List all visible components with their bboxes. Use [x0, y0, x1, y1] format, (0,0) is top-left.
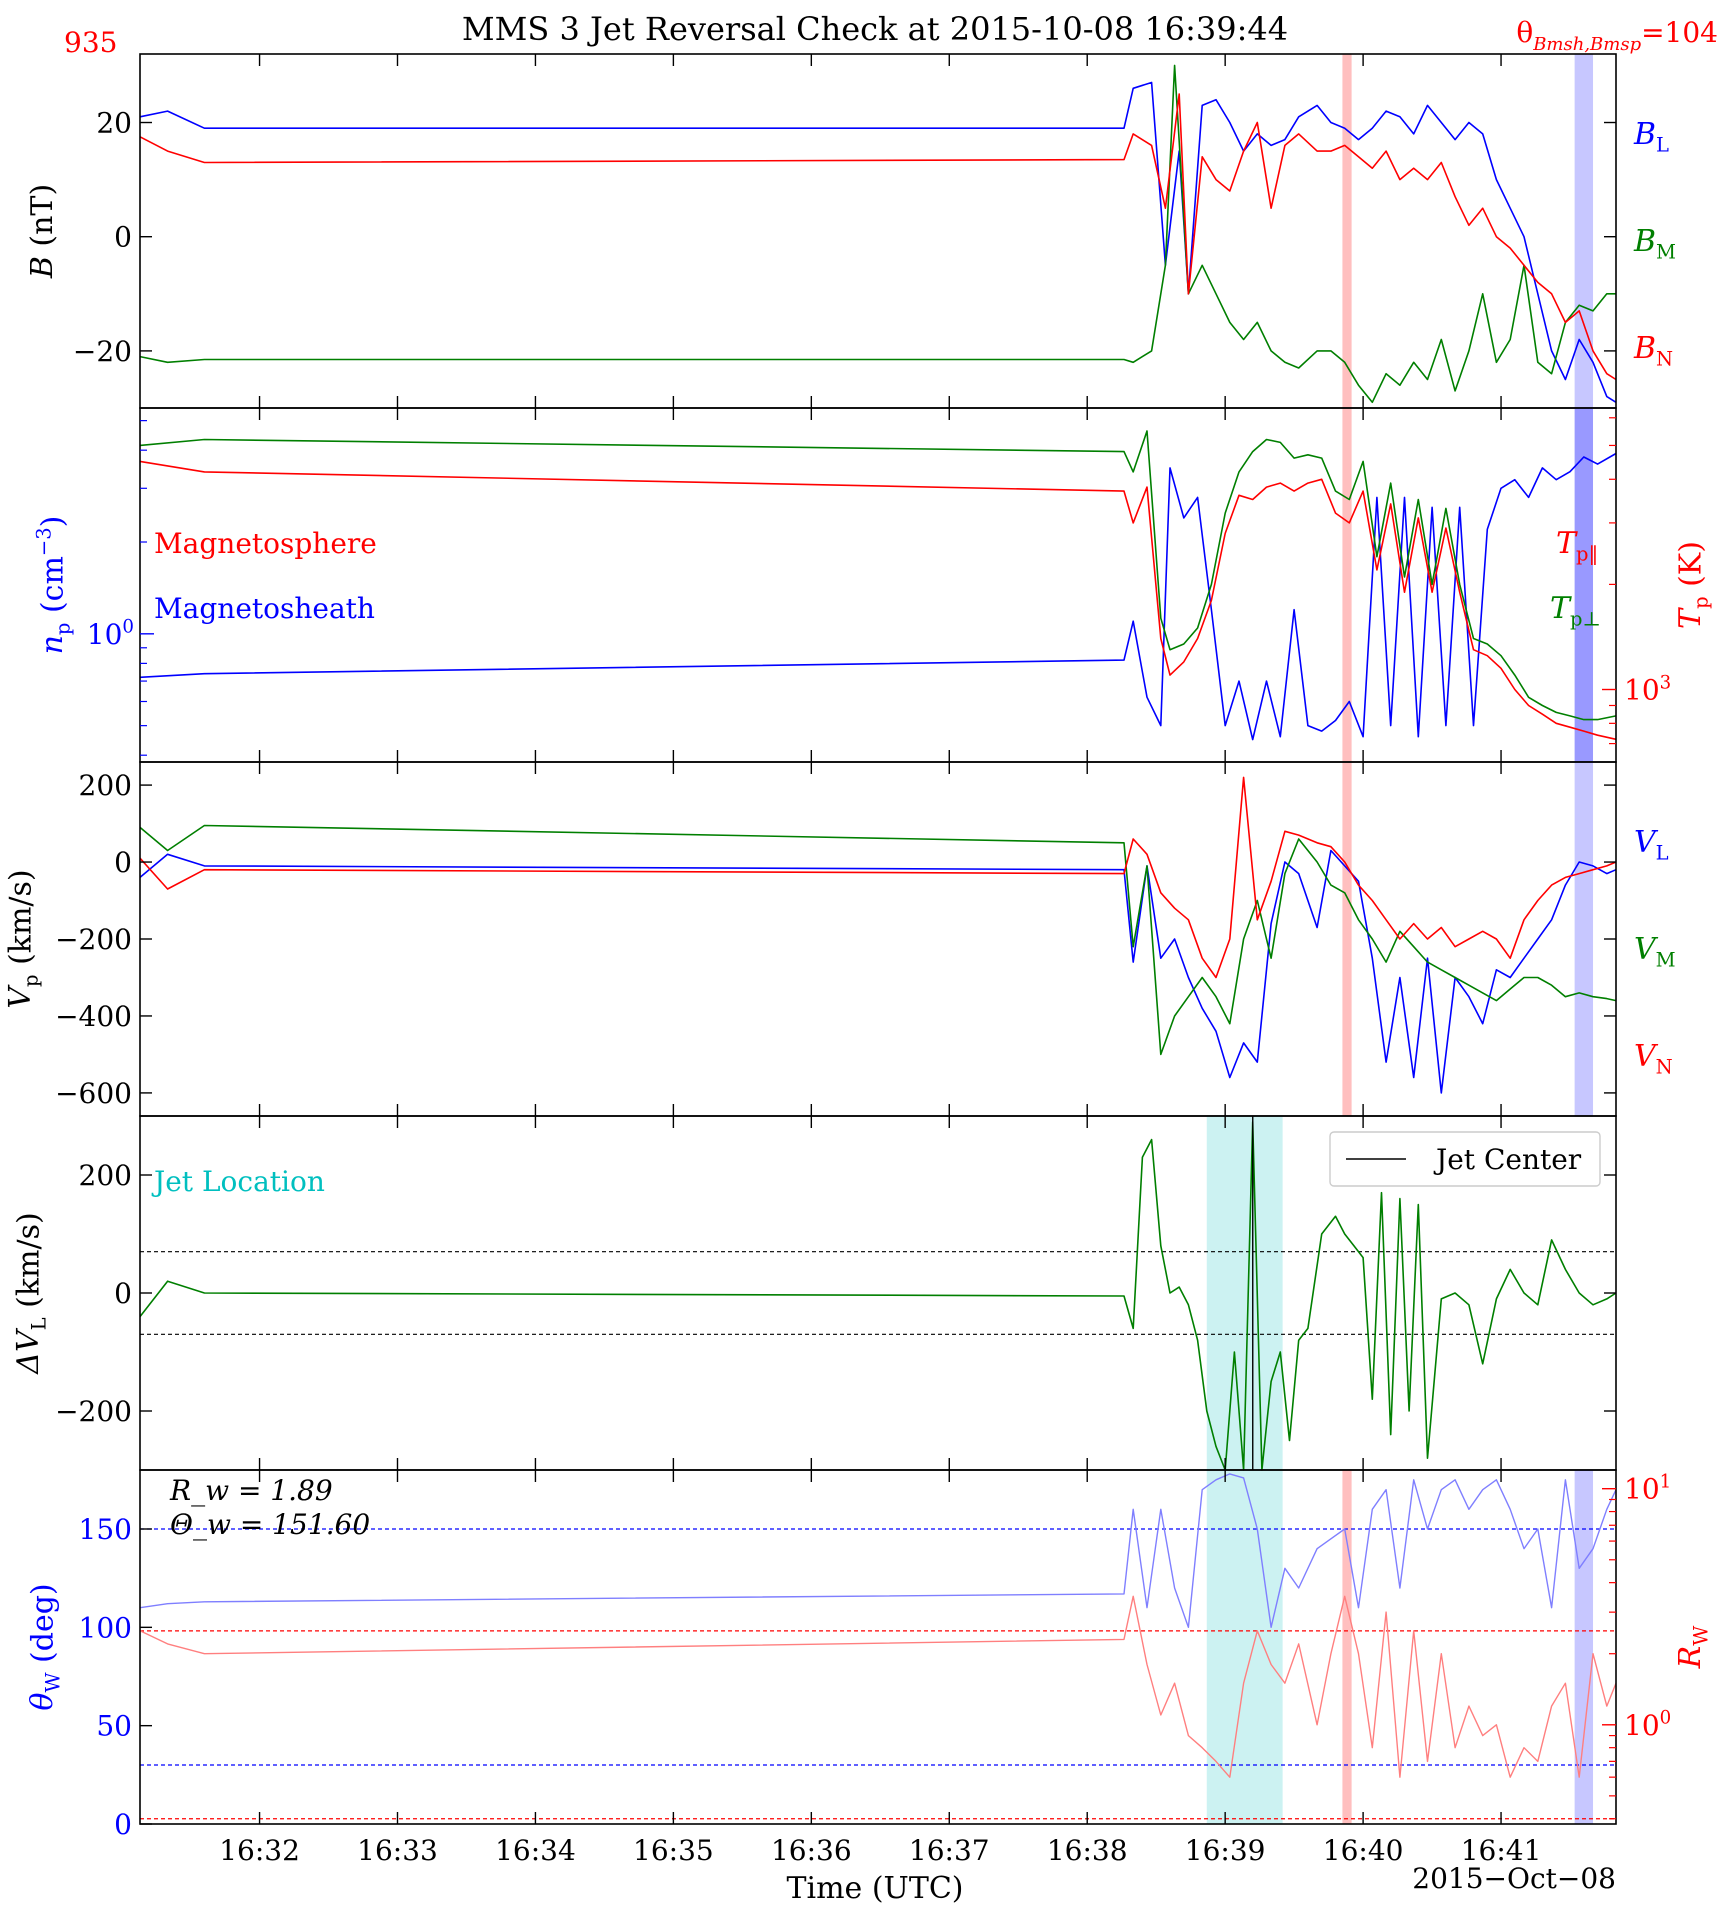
y-tick-label: −600: [55, 1077, 132, 1110]
t-tick-label: 103: [1624, 672, 1671, 706]
series-VN: [139, 776, 1617, 979]
annotation-jet-location: Jet Location: [151, 1165, 325, 1198]
series-BN: [139, 93, 1617, 381]
y-tick-label: 50: [96, 1710, 132, 1743]
y-tick-label: −20: [73, 335, 132, 368]
x-tick-label: 16:34: [495, 1834, 576, 1867]
chart-title: MMS 3 Jet Reversal Check at 2015-10-08 1…: [462, 10, 1288, 48]
annotation-magnetosphere: Magnetosphere: [154, 527, 377, 560]
side-label-BN: BN: [1633, 331, 1673, 371]
annotation-magnetosheath: Magnetosheath: [154, 592, 375, 625]
x-axis-label: Time (UTC): [787, 1871, 964, 1906]
series-Tp_perp: [139, 430, 1617, 721]
y-tick-label: 150: [79, 1513, 132, 1546]
series-BM: [139, 64, 1616, 404]
x-tick-label: 16:40: [1323, 1834, 1404, 1867]
series-theta_w: [139, 1473, 1617, 1628]
y-tick-label: 0: [114, 221, 132, 254]
x-tick-label: 16:37: [909, 1834, 990, 1867]
red-shade-band-5: [1342, 1470, 1352, 1824]
series-Tp_par: [139, 460, 1617, 741]
side-label-VL: VL: [1634, 825, 1669, 865]
series-VM: [139, 824, 1617, 1056]
side-label-BM: BM: [1633, 224, 1676, 264]
np-ylabel: np (cm−3): [33, 516, 75, 655]
angle-tag: θBmsh,Bmsp=104: [1516, 16, 1718, 55]
series-BL: [139, 81, 1617, 403]
rw-ylabel: RW: [1673, 1626, 1713, 1670]
legend-box: [1329, 1131, 1601, 1187]
v-ylabel: Vp (km/s): [3, 869, 43, 1008]
r-tick-label: 101: [1624, 1471, 1671, 1505]
series-VL: [139, 849, 1617, 1094]
blue-shade-band-5: [1574, 1470, 1594, 1824]
y-tick-label: 0: [114, 1808, 132, 1841]
r-tick-label: 100: [1624, 1708, 1671, 1742]
y-tick-label: 0: [114, 846, 132, 879]
side-label-BL: BL: [1633, 117, 1669, 157]
np-tick-label: 100: [87, 617, 134, 651]
series-np: [139, 452, 1617, 741]
y-tick-label: 200: [79, 769, 132, 802]
left-tag: 935: [64, 26, 117, 59]
blue-shade-band-2: [1574, 408, 1594, 762]
blue-shade-band: [1574, 54, 1594, 408]
side-label-tperp: Tp⊥: [1550, 591, 1601, 631]
side-label-VM: VM: [1634, 932, 1676, 972]
y-tick-label: 0: [114, 1277, 132, 1310]
panel-v-frame: [139, 761, 1617, 1117]
y-tick-label: −200: [55, 923, 132, 956]
panel-theta-frame: [139, 1469, 1617, 1825]
x-tick-label: 16:35: [633, 1834, 714, 1867]
tp-ylabel: Tp (K): [1673, 541, 1713, 629]
x-tick-label: 16:33: [357, 1834, 438, 1867]
series-dVL: [139, 1121, 1617, 1471]
x-tick-label: 16:39: [1185, 1834, 1266, 1867]
date-label: 2015−Oct−08: [1412, 1862, 1616, 1895]
x-tick-label: 16:32: [219, 1834, 300, 1867]
angle-tag-subscript: Bmsh,Bmsp: [1532, 34, 1641, 55]
legend-label: Jet Center: [1433, 1143, 1582, 1176]
angle-tag-value: =104: [1641, 16, 1718, 49]
dv-ylabel: ΔVL (km/s): [11, 1212, 51, 1374]
panel-np-frame: [139, 407, 1617, 763]
annotation-rw: R_w = 1.89: [169, 1474, 333, 1507]
side-label-tpar: Tp‖: [1556, 526, 1598, 567]
blue-shade-band-3: [1574, 762, 1594, 1116]
red-shade-band: [1342, 54, 1352, 1116]
side-label-VN: VN: [1634, 1039, 1673, 1079]
y-tick-label: −400: [55, 1000, 132, 1033]
x-tick-label: 16:38: [1047, 1834, 1128, 1867]
x-tick-label: 16:36: [771, 1834, 852, 1867]
y-tick-label: −200: [55, 1395, 132, 1428]
series-R_w: [139, 1595, 1617, 1778]
x-tick-labels: 16:32 16:33 16:34 16:35 16:36 16:37 16:38 16:39…: [219, 1834, 1541, 1867]
theta-ylabel: θW (deg): [25, 1583, 65, 1710]
y-tick-label: 20: [96, 107, 132, 140]
b-ylabel: B (nT): [25, 184, 60, 279]
angle-tag-symbol: θ: [1516, 16, 1533, 49]
y-tick-label: 100: [79, 1611, 132, 1644]
y-tick-label: 200: [79, 1159, 132, 1192]
annotation-thetaw: Θ_w = 151.60: [170, 1508, 370, 1541]
panel-b-frame: [139, 53, 1617, 409]
x-tick-label: 16:41: [1461, 1834, 1542, 1867]
